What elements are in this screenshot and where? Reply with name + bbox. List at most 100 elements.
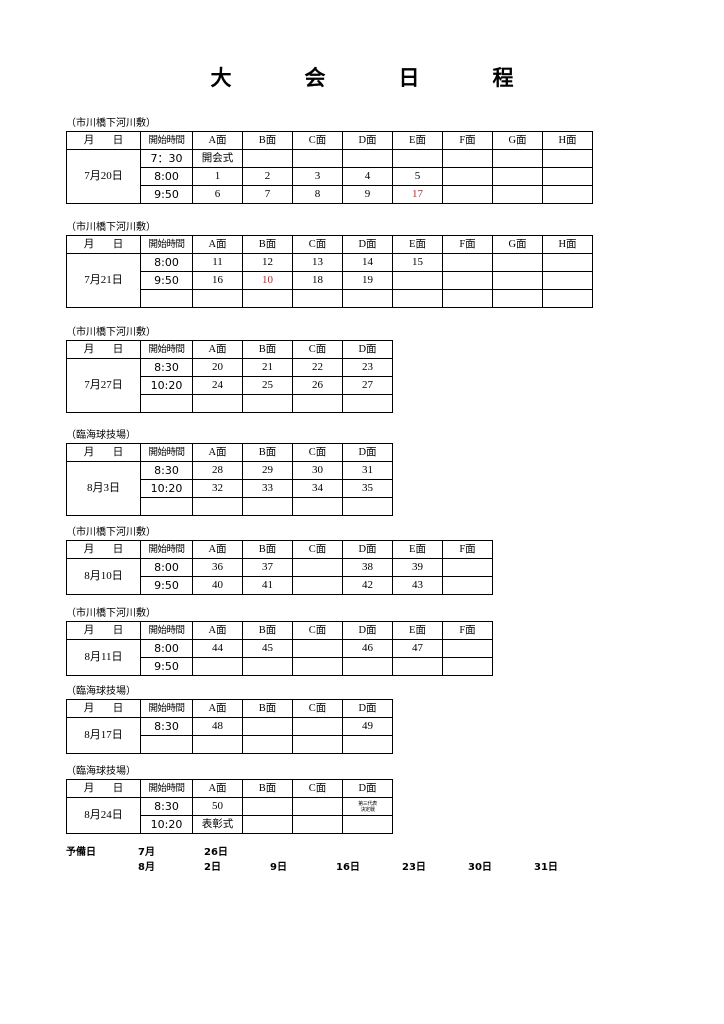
- column-header-start-time: 開始時間: [140, 779, 193, 798]
- match-cell: 3: [292, 167, 343, 186]
- match-cell: 15: [392, 253, 443, 272]
- column-header-date: 月 日: [66, 235, 141, 254]
- match-cell: 37: [242, 558, 293, 577]
- table-header-row: 月 日開始時間 A面 B面 C面 D面 E面 F面: [66, 621, 493, 640]
- match-cell: [492, 185, 543, 204]
- column-header-field-c: C面: [292, 540, 343, 559]
- match-cell: [192, 497, 243, 516]
- match-cell: 27: [342, 376, 393, 395]
- reserve-day-aug-2: 2日: [204, 862, 221, 873]
- match-cell: 33: [242, 479, 293, 498]
- schedule-block: （市川橋下河川敷） 月 日開始時間 A面 B面 C面 D面 E面 F面 G面 H面 7月20日 7：3…: [66, 118, 593, 204]
- column-header-start-time: 開始時間: [140, 235, 193, 254]
- match-cell: [292, 657, 343, 676]
- table-row: 8月24日 8:30 50 第三代表 決定戦: [66, 797, 393, 834]
- match-cell: [542, 271, 593, 290]
- match-cell: [242, 497, 293, 516]
- match-cell: [292, 717, 343, 736]
- match-cell: 1: [192, 167, 243, 186]
- reserve-month-july: 7月: [138, 847, 155, 858]
- table-header-row: 月 日開始時間 A面 B面 C面 D面: [66, 443, 393, 462]
- match-cell: [192, 657, 243, 676]
- start-time-cell: 9:50: [140, 185, 193, 204]
- match-cell: [292, 639, 343, 658]
- table-row: 10:20 表彰式: [67, 815, 393, 834]
- match-cell: 12: [242, 253, 293, 272]
- column-header-start-time: 開始時間: [140, 540, 193, 559]
- reserve-label: 予備日: [66, 847, 96, 858]
- column-header-date: 月 日: [66, 340, 141, 359]
- column-header-field-f: F面: [442, 621, 493, 640]
- column-header-field-c: C面: [292, 235, 343, 254]
- column-header-field-b: B面: [242, 443, 293, 462]
- match-cell: [542, 289, 593, 308]
- schedule-table: 月 日開始時間 A面 B面 C面 D面 E面 F面 G面 H面 7月20日 7：30 開会式 8:00 1…: [66, 131, 593, 204]
- column-header-field-b: B面: [242, 540, 293, 559]
- column-header-start-time: 開始時間: [140, 621, 193, 640]
- match-cell: [442, 185, 493, 204]
- reserve-days-section: 予備日 7月 26日 8月 2日 9日 16日 23日 30日 31日: [66, 845, 600, 875]
- date-cell: 8月11日: [66, 639, 141, 676]
- date-cell: 8月3日: [66, 461, 141, 516]
- start-time-cell: 9:50: [140, 576, 193, 595]
- column-header-field-d: D面: [342, 621, 393, 640]
- match-cell: [192, 394, 243, 413]
- column-header-field-b: B面: [242, 779, 293, 798]
- match-cell: 47: [392, 639, 443, 658]
- column-header-field-a: A面: [192, 340, 243, 359]
- match-cell: 14: [342, 253, 393, 272]
- start-time-cell: 8:30: [140, 461, 193, 480]
- match-cell: [292, 497, 343, 516]
- reserve-day-aug-30: 30日: [468, 862, 492, 873]
- venue-caption: （市川橋下河川敷）: [66, 118, 156, 129]
- match-cell: [192, 289, 243, 308]
- column-header-field-a: A面: [192, 779, 243, 798]
- match-cell: [292, 558, 343, 577]
- reserve-row-july: 予備日 7月 26日: [66, 845, 600, 860]
- page-title: 大 会 日 程: [210, 66, 540, 90]
- schedule-table: 月 日開始時間 A面 B面 C面 D面 8月17日 8:30 48 49: [66, 699, 393, 754]
- match-cell: 45: [242, 639, 293, 658]
- column-header-date: 月 日: [66, 621, 141, 640]
- venue-caption: （臨海球技場）: [66, 430, 136, 441]
- column-header-field-h: H面: [542, 235, 593, 254]
- match-cell: [292, 289, 343, 308]
- match-cell: [242, 735, 293, 754]
- match-cell: [392, 271, 443, 290]
- match-cell: 24: [192, 376, 243, 395]
- start-time-cell: 10:20: [140, 815, 193, 834]
- match-cell: 23: [342, 358, 393, 377]
- reserve-day-july-26: 26日: [204, 847, 228, 858]
- column-header-start-time: 開始時間: [140, 443, 193, 462]
- column-header-field-c: C面: [292, 443, 343, 462]
- match-cell: 19: [342, 271, 393, 290]
- column-header-field-f: F面: [442, 235, 493, 254]
- date-cell: 7月21日: [66, 253, 141, 308]
- column-header-field-f: F面: [442, 131, 493, 150]
- column-header-start-time: 開始時間: [140, 131, 193, 150]
- reserve-row-august: 8月 2日 9日 16日 23日 30日 31日: [66, 860, 600, 875]
- match-cell: 40: [192, 576, 243, 595]
- start-time-cell: 8:00: [140, 639, 193, 658]
- schedule-table: 月 日開始時間 A面 B面 C面 D面 8月24日 8:30 50 第三代表 決定戦 10:20 表彰…: [66, 779, 393, 834]
- column-header-field-c: C面: [292, 131, 343, 150]
- column-header-field-g: G面: [492, 131, 543, 150]
- column-header-field-a: A面: [192, 540, 243, 559]
- match-cell: 44: [192, 639, 243, 658]
- match-cell: 5: [392, 167, 443, 186]
- match-cell: [342, 497, 393, 516]
- column-header-field-c: C面: [292, 340, 343, 359]
- start-time-cell: 7：30: [140, 149, 193, 168]
- match-cell: [542, 185, 593, 204]
- match-cell: [442, 271, 493, 290]
- match-cell: [442, 253, 493, 272]
- match-cell: [442, 576, 493, 595]
- start-time-cell: 9:50: [140, 271, 193, 290]
- table-row: 8月17日 8:30 48 49: [66, 717, 393, 754]
- schedule-table: 月 日開始時間 A面 B面 C面 D面 E面 F面 G面 H面 7月21日 8:00 11 12 13 14…: [66, 235, 593, 308]
- table-row: 8:00 1 2 3 4 5: [67, 167, 593, 186]
- column-header-start-time: 開始時間: [140, 699, 193, 718]
- table-row: 9:50: [67, 657, 493, 676]
- start-time-cell: 8:30: [140, 797, 193, 816]
